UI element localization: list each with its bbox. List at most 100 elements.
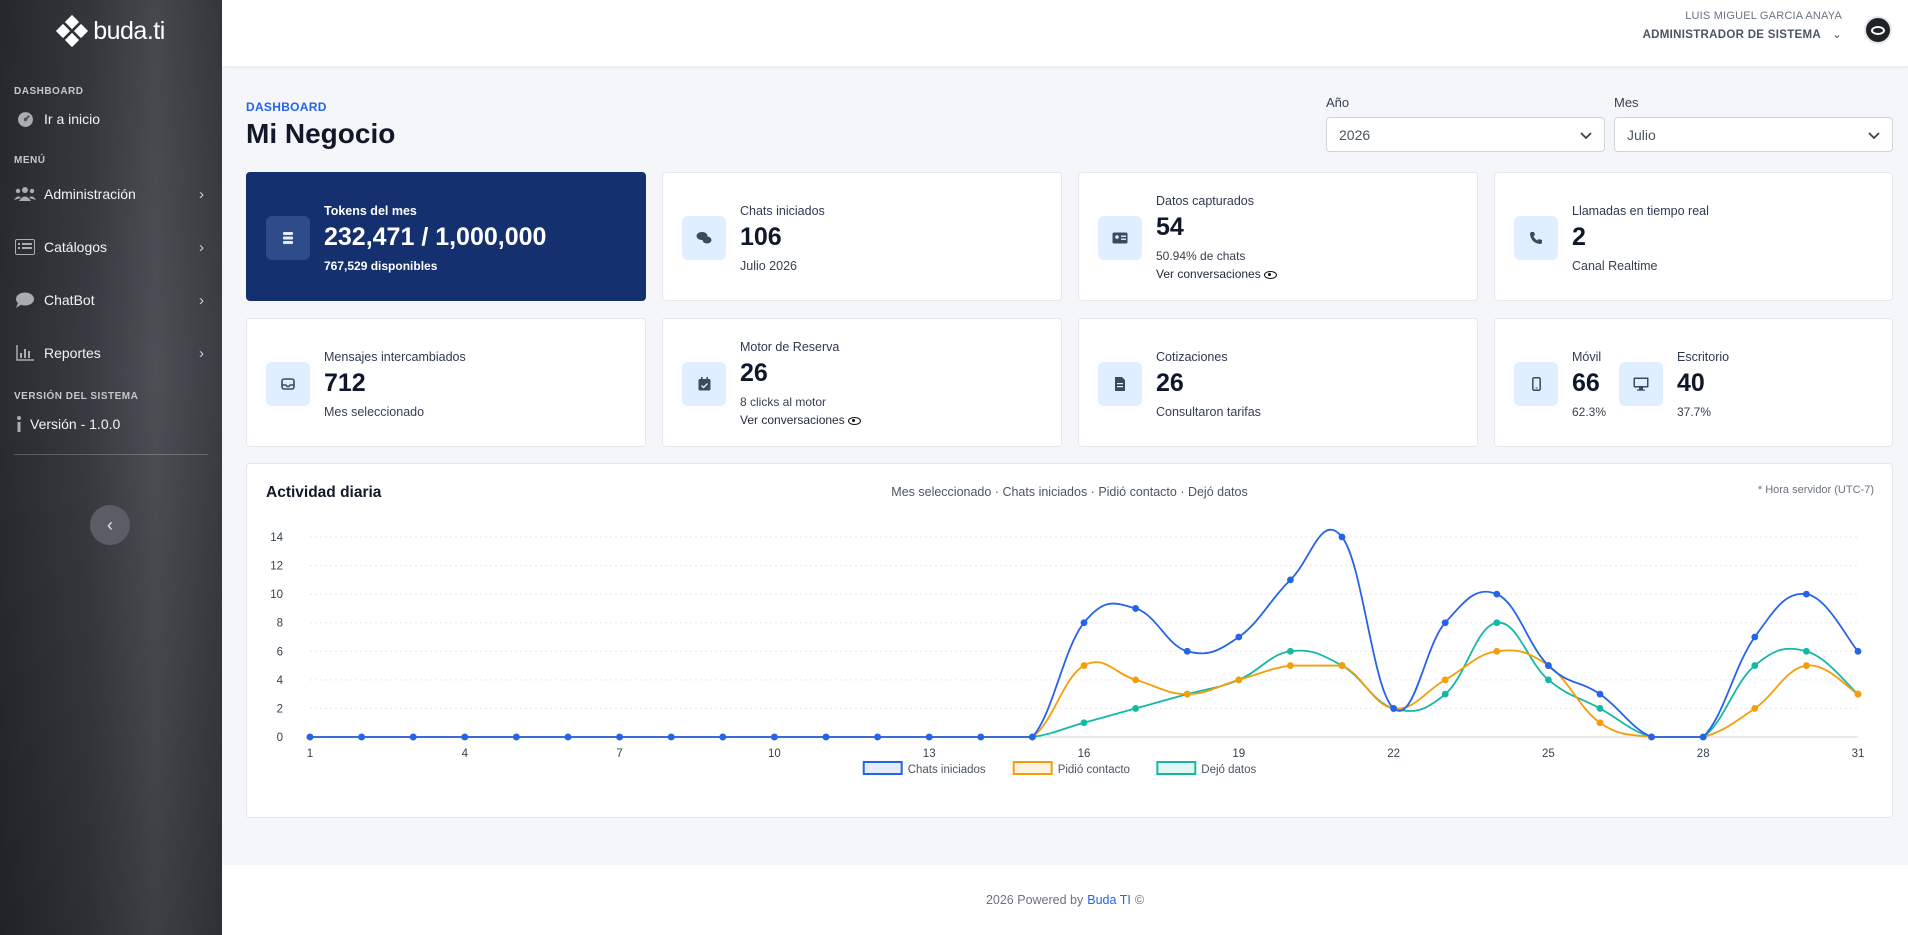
month-select[interactable]: Julio — [1614, 117, 1893, 152]
phone-icon — [1514, 216, 1558, 260]
eye-icon — [1263, 270, 1277, 279]
data-point — [1132, 705, 1139, 712]
year-select[interactable]: 2026 — [1326, 117, 1605, 152]
avatar[interactable] — [1864, 16, 1892, 44]
data-point — [1648, 733, 1655, 741]
x-tick-label: 7 — [616, 748, 622, 760]
sidebar-item-label: Administración — [44, 186, 136, 202]
info-icon — [14, 415, 24, 433]
card-dispositivos: Móvil 66 62.3% Escritorio 40 37.7% — [1494, 318, 1893, 447]
card-title: Tokens del mes — [324, 204, 417, 218]
collapse-sidebar-button[interactable]: ‹ — [90, 505, 130, 545]
buda-logo-icon — [56, 14, 89, 48]
footer-brand-link[interactable]: Buda TI — [1087, 893, 1131, 907]
legend-swatch — [862, 761, 903, 775]
mobile-icon — [1514, 362, 1558, 406]
user-role-row: ADMINISTRADOR DE SISTEMA ⌄ — [1643, 27, 1842, 41]
data-point — [1132, 676, 1139, 684]
x-tick-label: 10 — [768, 748, 781, 760]
card-tokens: Tokens del mes 232,471 / 1,000,000 767,5… — [246, 172, 646, 301]
chevron-right-icon: › — [199, 344, 204, 362]
card-sub: 37.7% — [1677, 405, 1712, 419]
chart-title: Actividad diaria — [266, 484, 382, 501]
coins-icon — [266, 216, 310, 260]
id-card-icon — [1098, 216, 1142, 260]
data-point — [1699, 733, 1707, 741]
list-icon — [14, 238, 36, 256]
data-point — [1029, 733, 1036, 741]
data-point — [667, 733, 675, 741]
chat-bubble-icon — [14, 291, 36, 309]
page-title: Mi Negocio — [246, 118, 396, 149]
sidebar-item-home[interactable]: Ir a inicio — [0, 103, 222, 135]
legend-swatch — [1012, 761, 1053, 775]
sidebar-item-chatbot[interactable]: ChatBot › — [0, 284, 222, 316]
y-tick-label: 4 — [277, 675, 284, 687]
card-title: Motor de Reserva — [740, 340, 840, 354]
sidebar-item-label: Ir a inicio — [44, 111, 101, 127]
x-tick-label: 1 — [307, 748, 313, 760]
footer-suffix: © — [1134, 893, 1145, 907]
x-tick-label: 22 — [1387, 748, 1400, 760]
card-datos: Datos capturados 54 50.94% de chats Ver … — [1078, 172, 1478, 301]
chevron-down-icon — [1868, 127, 1880, 143]
data-point — [409, 733, 417, 741]
sidebar-item-administracion[interactable]: Administración › — [0, 178, 222, 210]
x-tick-label: 4 — [462, 748, 469, 760]
x-tick-label: 13 — [923, 748, 936, 760]
chevron-down-icon: ⌄ — [1832, 29, 1842, 41]
section-dashboard: DASHBOARD — [14, 86, 84, 97]
data-point — [1545, 676, 1552, 684]
legend-swatch — [1156, 761, 1197, 775]
user-menu[interactable]: LUIS MIGUEL GARCIA ANAYA ADMINISTRADOR D… — [1643, 10, 1842, 41]
card-motor: Motor de Reserva 26 8 clicks al motor Ve… — [662, 318, 1062, 447]
chart-subtitle: Mes seleccionado · Chats iniciados · Pid… — [891, 485, 1248, 499]
logo[interactable]: buda.ti — [0, 0, 222, 62]
data-point — [977, 733, 985, 741]
x-tick-label: 28 — [1697, 748, 1710, 760]
card-llamadas: Llamadas en tiempo real 2 Canal Realtime — [1494, 172, 1893, 301]
chevron-right-icon: › — [199, 185, 204, 203]
card-value: 26 — [1156, 369, 1184, 397]
sidebar-item-reportes[interactable]: Reportes › — [0, 337, 222, 369]
sidebar-item-label: Catálogos — [44, 239, 108, 255]
y-tick-label: 14 — [270, 532, 283, 544]
section-menu: MENÚ — [14, 155, 46, 166]
breadcrumb: DASHBOARD — [246, 100, 327, 114]
legend-label: Chats iniciados — [908, 764, 986, 776]
card-value: 106 — [740, 223, 782, 251]
data-point — [1080, 719, 1088, 727]
month-value: Julio — [1627, 126, 1656, 143]
chevron-right-icon: › — [199, 291, 204, 309]
sidebar-item-label: ChatBot — [44, 292, 95, 308]
chevron-right-icon: › — [199, 238, 204, 256]
card-sub: 62.3% — [1572, 405, 1607, 419]
card-cotizaciones: Cotizaciones 26 Consultaron tarifas — [1078, 318, 1478, 447]
data-point — [1441, 676, 1449, 684]
version-label: Versión - 1.0.0 — [30, 416, 121, 432]
bar-chart-icon — [14, 344, 36, 362]
data-point — [1751, 633, 1759, 641]
data-point — [1854, 690, 1862, 698]
data-point — [719, 733, 727, 741]
data-point — [1287, 576, 1294, 584]
data-point — [1441, 690, 1449, 698]
series-line — [310, 528, 1859, 738]
y-tick-label: 6 — [277, 646, 283, 658]
data-point — [1287, 662, 1294, 669]
data-point — [1080, 662, 1088, 669]
data-point — [1183, 690, 1191, 698]
card-chats: Chats iniciados 106 Julio 2026 — [662, 172, 1062, 301]
data-point — [1854, 647, 1862, 655]
card-title: Mensajes intercambiados — [324, 350, 466, 364]
sidebar-item-catalogos[interactable]: Catálogos › — [0, 231, 222, 263]
month-label: Mes — [1614, 95, 1639, 110]
card-sub: 8 clicks al motor — [740, 395, 827, 409]
ver-conversaciones-link[interactable]: Ver conversaciones — [1156, 267, 1277, 281]
data-point — [461, 733, 469, 741]
data-point — [1545, 662, 1552, 669]
chat-bubbles-icon — [682, 216, 726, 260]
data-point — [1493, 647, 1501, 655]
ver-conversaciones-link[interactable]: Ver conversaciones — [740, 413, 861, 427]
